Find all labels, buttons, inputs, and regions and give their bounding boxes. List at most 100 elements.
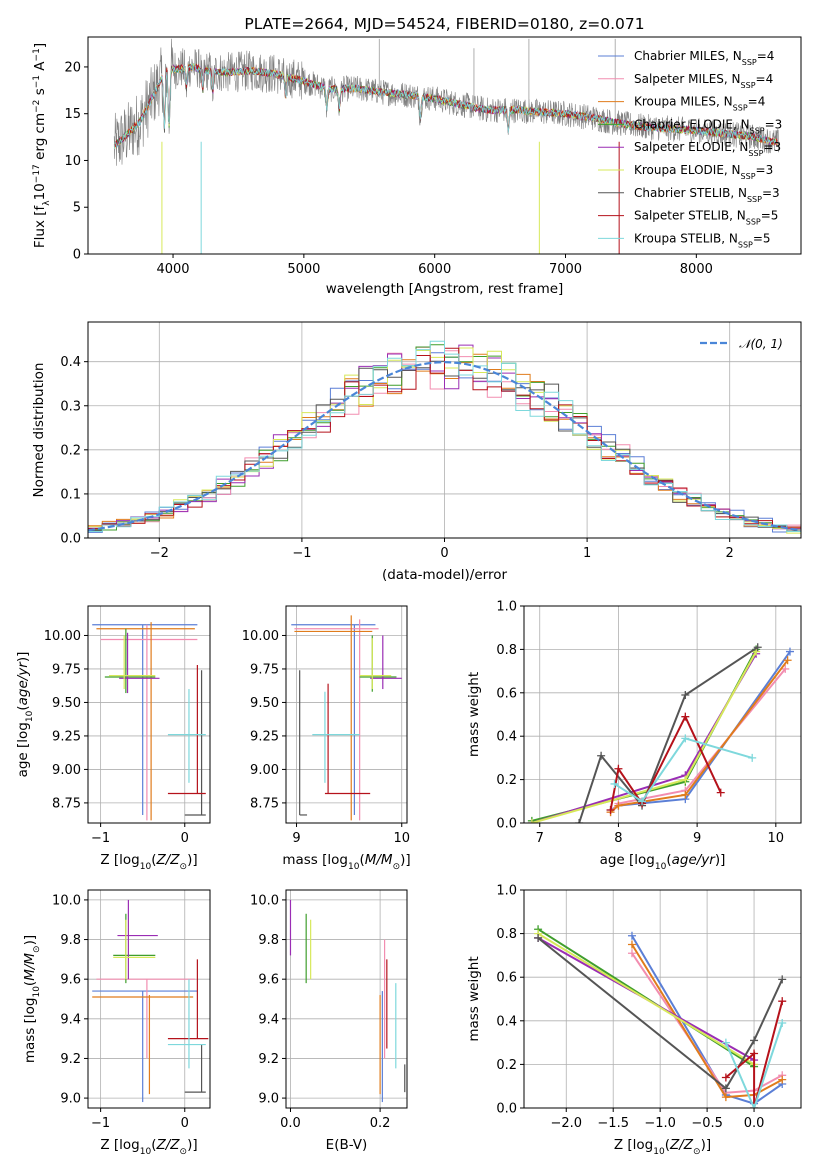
y-tick-label: 9.6 xyxy=(258,973,279,988)
weight-marker xyxy=(597,751,606,760)
y-tick-label: 8.75 xyxy=(52,796,81,811)
weight-marker xyxy=(614,801,623,810)
chart-title: PLATE=2664, MJD=54524, FIBERID=0180, z=0… xyxy=(244,15,644,33)
x-axis-label: E(B-V) xyxy=(326,1137,368,1153)
x-tick-label: 0.2 xyxy=(370,1116,391,1131)
age-vs-mass-panel: 9 10 8.75 9.00 9.25 9.50 9.75 10.00 mass [log10(… xyxy=(242,605,411,872)
y-tick-label: 9.2 xyxy=(258,1052,279,1067)
x-tick-label: −2 xyxy=(150,546,169,561)
weight-marker xyxy=(748,753,757,762)
axes-frame xyxy=(285,605,408,824)
y-tick-label: 0.3 xyxy=(60,399,81,414)
x-tick-label: −1.5 xyxy=(597,1116,629,1131)
weight-marker xyxy=(627,940,636,949)
y-axis-label: mass [log10(M/M⊙)] xyxy=(22,935,42,1063)
x-tick-label: 0 xyxy=(440,546,448,561)
y-tick-label: 0.4 xyxy=(496,1014,517,1029)
y-tick-label: 0.2 xyxy=(496,773,517,788)
x-axis-label: wavelength [Angstrom, rest frame] xyxy=(326,281,564,297)
weight-marker xyxy=(781,664,790,673)
x-tick-label: 10 xyxy=(393,831,410,846)
y-tick-label: 0.8 xyxy=(496,643,517,658)
legend-label: Salpeter MILES, NSSP=4 xyxy=(634,72,773,90)
axes-frame xyxy=(523,889,802,1109)
y-tick-label: 20 xyxy=(64,60,81,75)
legend-label: Chabrier STELIB, NSSP=3 xyxy=(634,186,780,204)
y-tick-label: 9.4 xyxy=(60,1012,81,1027)
x-tick-label: 0.0 xyxy=(744,1116,765,1131)
y-tick-label: 9.8 xyxy=(258,933,279,948)
y-tick-label: 9.0 xyxy=(258,1092,279,1107)
x-tick-label: 5000 xyxy=(287,262,320,277)
y-tick-label: 8.75 xyxy=(250,796,279,811)
weights-chabrier-miles xyxy=(610,651,791,811)
weight-marker xyxy=(681,690,690,699)
legend-label: Chabrier MILES, NSSP=4 xyxy=(634,49,774,67)
y-tick-label: 1.0 xyxy=(496,600,517,615)
x-tick-label: 7 xyxy=(536,831,544,846)
weight-marker xyxy=(681,790,690,799)
weight-marker xyxy=(534,933,543,942)
weights-kroupa-stelib xyxy=(724,1022,784,1108)
weight-marker xyxy=(716,788,725,797)
y-tick-label: 9.8 xyxy=(60,933,81,948)
y-tick-label: 9.75 xyxy=(250,662,279,677)
mass-vs-ebv-panel: 0.0 0.2 9.0 9.2 9.4 9.6 9.8 10.0 E(B-V) xyxy=(250,889,408,1153)
y-tick-label: 15 xyxy=(64,107,81,122)
model-fit-kroupa-elodie xyxy=(113,63,778,149)
y-tick-label: 0.4 xyxy=(60,355,81,370)
legend-label: Chabrier ELODIE, NSSP=3 xyxy=(634,117,782,135)
y-axis-label: age [log10(age/yr)] xyxy=(15,652,35,778)
axes-frame xyxy=(87,36,802,255)
weight-marker xyxy=(778,1075,787,1084)
axes-frame xyxy=(523,605,802,824)
y-tick-label: 9.6 xyxy=(60,973,81,988)
y-tick-label: 9.75 xyxy=(52,662,81,677)
y-tick-label: 9.0 xyxy=(60,1092,81,1107)
y-tick-label: 9.25 xyxy=(250,729,279,744)
y-tick-label: 10.00 xyxy=(242,629,279,644)
x-axis-label: (data-model)/error xyxy=(382,567,508,583)
normal-curve xyxy=(88,360,801,532)
observed-spectrum xyxy=(113,38,781,166)
y-tick-label: 9.50 xyxy=(52,696,81,711)
weight-marker xyxy=(753,643,762,652)
weights-chabrier-elodie xyxy=(531,648,757,822)
x-tick-label: 9 xyxy=(292,831,300,846)
weight-marker xyxy=(681,712,690,721)
y-tick-label: 0.8 xyxy=(496,927,517,942)
axes-frame xyxy=(87,889,211,1109)
y-tick-label: 9.00 xyxy=(250,763,279,778)
y-tick-label: 9.25 xyxy=(52,729,81,744)
weights-chabrier-miles xyxy=(631,935,783,1105)
weight-marker xyxy=(778,975,787,984)
weights-kroupa-elodie xyxy=(537,932,755,1066)
histogram-kroupa-stelib xyxy=(88,340,801,532)
y-tick-label: 5 xyxy=(73,201,81,216)
y-tick-label: 1.0 xyxy=(496,884,517,899)
weight-marker xyxy=(721,1084,730,1093)
weight-marker xyxy=(778,1018,787,1027)
weight-marker xyxy=(778,997,787,1006)
weight-marker xyxy=(750,1104,759,1108)
y-tick-label: 9.00 xyxy=(52,763,81,778)
weight-marker xyxy=(721,1093,730,1102)
weights-kroupa-miles xyxy=(609,659,789,813)
y-tick-label: 0.6 xyxy=(496,971,517,986)
weights-salpeter-stelib xyxy=(725,1000,784,1108)
x-tick-label: 6000 xyxy=(418,262,451,277)
weight-marker xyxy=(721,1038,730,1047)
y-tick-label: 10.0 xyxy=(250,893,279,908)
weight-marker xyxy=(575,819,584,823)
x-tick-label: 0 xyxy=(181,1116,189,1131)
x-tick-label: −1.0 xyxy=(644,1116,676,1131)
weight-marker xyxy=(527,819,536,823)
weight-marker xyxy=(785,647,794,656)
weight-marker xyxy=(610,779,619,788)
x-axis-label: age [log10(age/yr)] xyxy=(600,852,726,872)
y-tick-label: 0.6 xyxy=(496,686,517,701)
y-tick-label: 9.4 xyxy=(258,1012,279,1027)
y-tick-label: 9.50 xyxy=(250,696,279,711)
x-axis-label: Z [log10(Z/Z⊙)] xyxy=(100,852,197,872)
